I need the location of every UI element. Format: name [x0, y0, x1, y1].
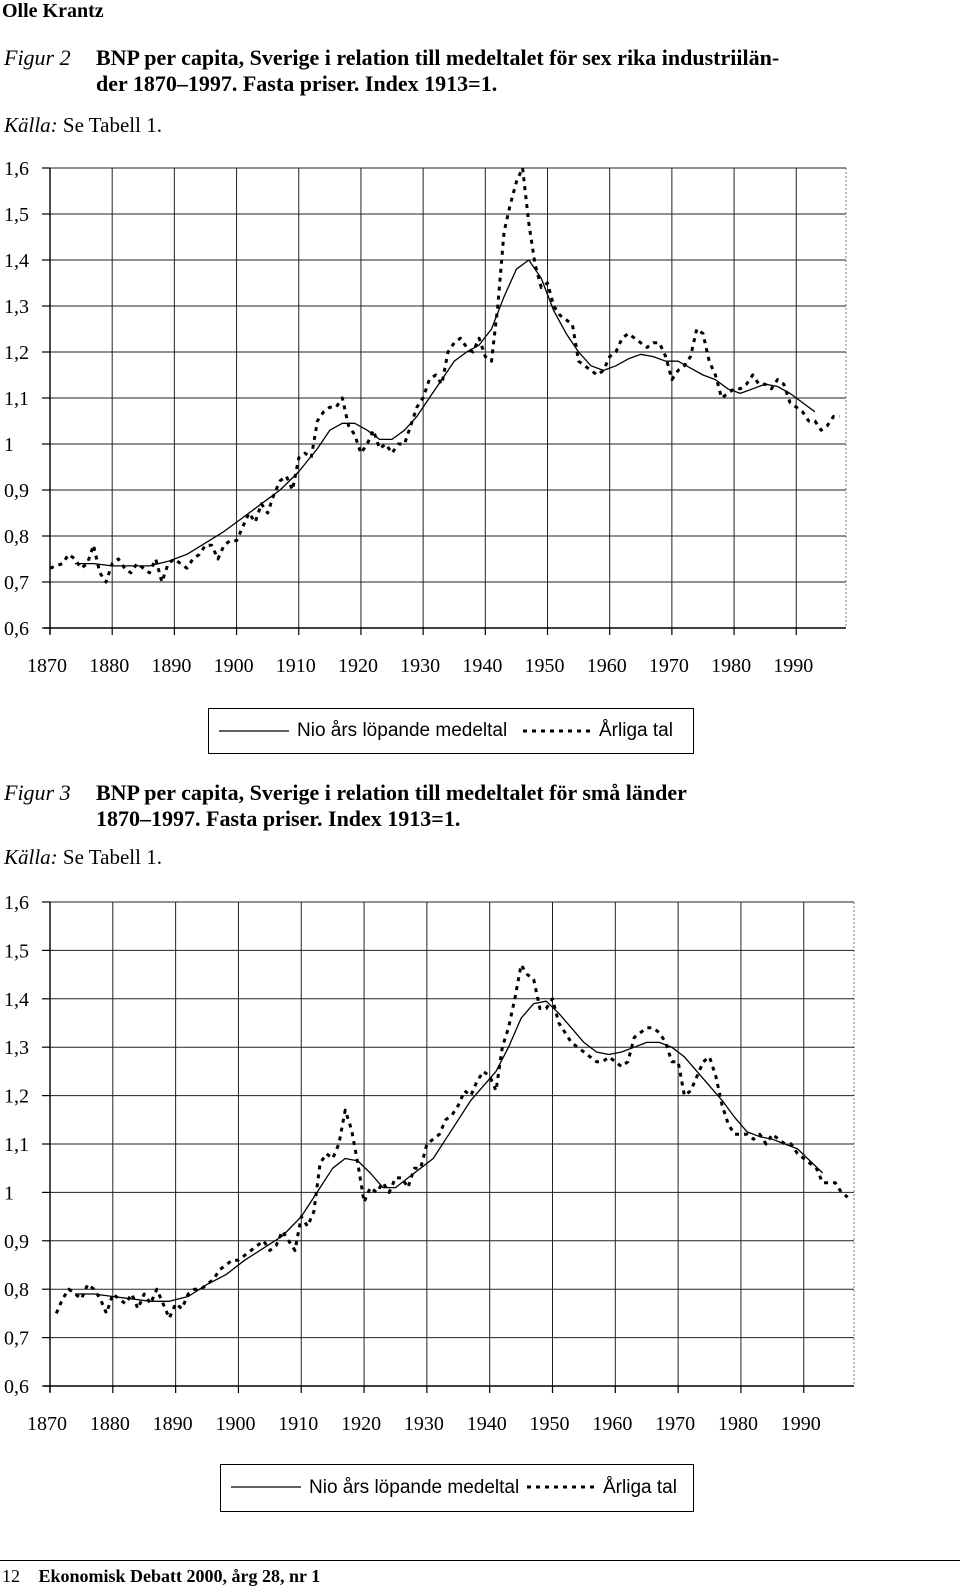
- figure-3-title-line1: BNP per capita, Sverige i relation till …: [96, 780, 687, 805]
- x-tick-label: 1980: [718, 1413, 758, 1435]
- page-number: 12: [2, 1566, 20, 1586]
- figure-3-source: Källa: Se Tabell 1.: [4, 845, 162, 870]
- y-tick-label: 0,8: [4, 526, 29, 548]
- figure-2-legend-swatches: [219, 729, 593, 733]
- y-tick-label: 0,8: [4, 1279, 29, 1301]
- x-tick-label: 1880: [89, 655, 129, 677]
- x-tick-label: 1910: [276, 655, 316, 677]
- y-tick-label: 1,2: [4, 1086, 29, 1108]
- x-tick-label: 1940: [467, 1413, 507, 1435]
- figure-3-source-label: Källa:: [4, 845, 58, 869]
- journal-name: Ekonomisk Debatt 2000, årg 28, nr 1: [38, 1566, 321, 1586]
- y-tick-label: 0,6: [4, 1376, 29, 1398]
- x-tick-label: 1920: [338, 655, 378, 677]
- figure-3-label: Figur 3: [4, 780, 71, 805]
- x-tick-label: 1920: [341, 1413, 381, 1435]
- y-tick-label: 1,4: [4, 250, 29, 272]
- y-tick-label: 1,3: [4, 296, 29, 318]
- series-annual-line: [54, 963, 849, 1320]
- figure-2-label: Figur 2: [4, 45, 71, 70]
- x-tick-label: 1910: [278, 1413, 318, 1435]
- figure-3-legend: Nio års löpande medeltal Årliga tal: [220, 1464, 694, 1512]
- y-tick-label: 1,3: [4, 1037, 29, 1059]
- x-tick-label: 1960: [587, 655, 627, 677]
- x-tick-label: 1970: [655, 1413, 695, 1435]
- series-moving-average-line: [75, 1000, 824, 1302]
- figure-3-chart: 1,6 1,5 1,4 1,3 1,2 1,1 1 0,9 0,8 0,7 0,6 1870 1880 1…: [4, 892, 855, 1435]
- figure-3-title-line2: 1870–1997. Fasta priser. Index 1913=1.: [96, 806, 461, 831]
- legend-dotted-label: Årliga tal: [603, 1477, 677, 1498]
- x-tick-label: 1940: [462, 655, 502, 677]
- x-tick-label: 1990: [773, 655, 813, 677]
- footer-rule: [0, 1560, 960, 1561]
- series-annual-line: [49, 166, 840, 584]
- figure-3-source-text: Se Tabell 1.: [62, 845, 162, 869]
- y-tick-label: 1: [4, 1182, 14, 1204]
- x-tick-label: 1880: [90, 1413, 130, 1435]
- y-tick-label: 1,5: [4, 940, 29, 962]
- y-tick-label: 1,6: [4, 892, 29, 914]
- figure-2-title-line1: BNP per capita, Sverige i relation till …: [96, 45, 780, 70]
- figure-2-legend: Nio års löpande medeltal Årliga tal: [208, 708, 694, 754]
- y-tick-label: 0,9: [4, 1231, 29, 1253]
- legend-solid-label: Nio års löpande medeltal: [297, 720, 508, 741]
- y-tick-label: 1,2: [4, 342, 29, 364]
- x-tick-label: 1890: [151, 655, 191, 677]
- y-tick-label: 1: [4, 434, 14, 456]
- footer: 12 Ekonomisk Debatt 2000, årg 28, nr 1: [2, 1566, 320, 1587]
- x-tick-label: 1990: [781, 1413, 821, 1435]
- x-tick-label: 1870: [27, 655, 67, 677]
- x-tick-label: 1870: [27, 1413, 67, 1435]
- x-tick-label: 1890: [153, 1413, 193, 1435]
- figure-2-caption: Figur 2 BNP per capita, Sverige i relatio…: [4, 45, 779, 97]
- x-tick-label: 1950: [525, 655, 565, 677]
- y-tick-label: 1,6: [4, 158, 29, 180]
- x-tick-label: 1950: [530, 1413, 570, 1435]
- running-head: Olle Krantz: [2, 0, 104, 22]
- figure-2-source: Källa: Se Tabell 1.: [4, 113, 162, 138]
- x-tick-label: 1930: [404, 1413, 444, 1435]
- x-tick-label: 1900: [215, 1413, 255, 1435]
- figure-2-source-text: Se Tabell 1.: [62, 113, 162, 137]
- y-tick-label: 0,7: [4, 572, 29, 594]
- legend-solid-label: Nio års löpande medeltal: [309, 1477, 520, 1498]
- x-tick-label: 1900: [214, 655, 254, 677]
- figure-3-caption: Figur 3 BNP per capita, Sverige i relatio…: [4, 780, 687, 832]
- y-tick-label: 1,1: [4, 388, 29, 410]
- y-tick-label: 1,1: [4, 1134, 29, 1156]
- x-tick-label: 1930: [400, 655, 440, 677]
- figure-3-legend-swatches: [231, 1485, 597, 1489]
- y-tick-label: 1,5: [4, 204, 29, 226]
- figure-2-title-line2: der 1870–1997. Fasta priser. Index 1913=…: [96, 71, 498, 96]
- y-tick-label: 0,7: [4, 1328, 29, 1350]
- x-tick-label: 1960: [592, 1413, 632, 1435]
- y-tick-label: 0,9: [4, 480, 29, 502]
- x-tick-label: 1980: [711, 655, 751, 677]
- y-tick-label: 0,6: [4, 618, 29, 640]
- figure-2-source-label: Källa:: [4, 113, 58, 137]
- y-tick-label: 1,4: [4, 989, 29, 1011]
- x-tick-label: 1970: [649, 655, 689, 677]
- series-moving-average-line: [74, 259, 816, 567]
- legend-dotted-label: Årliga tal: [599, 720, 673, 741]
- figure-2-chart: 1,6 1,5 1,4 1,3 1,2 1,1 1 0,9 0,8 0,7 0,6 1870 1880 1…: [4, 158, 847, 677]
